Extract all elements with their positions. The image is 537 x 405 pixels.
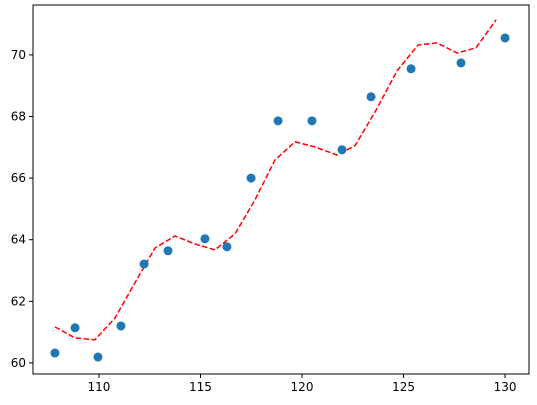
x-tick-label: 115 [189, 380, 212, 394]
point [139, 259, 149, 269]
point [456, 58, 466, 68]
point [163, 246, 173, 256]
point [307, 116, 317, 126]
line [54, 19, 497, 341]
point [273, 116, 283, 126]
y-tick-label: 64 [11, 233, 26, 247]
point [93, 352, 103, 362]
x-tick-label: 120 [291, 380, 314, 394]
point [337, 145, 347, 155]
point [50, 348, 60, 358]
point [500, 33, 510, 43]
point [70, 323, 80, 333]
x-tick-label: 110 [88, 380, 111, 394]
point [116, 321, 126, 331]
point [246, 173, 256, 183]
axes-frame [32, 4, 530, 375]
y-tick-label: 60 [11, 356, 26, 370]
point [200, 234, 210, 244]
point [366, 92, 376, 102]
y-tick-label: 68 [11, 110, 26, 124]
x-tick-label: 125 [392, 380, 415, 394]
plot-area: 110 115 120 125 130 60 62 64 66 68 70 [11, 19, 517, 394]
point [406, 64, 416, 74]
point [222, 242, 232, 252]
x-tick-label: 130 [494, 380, 517, 394]
y-tick-label: 66 [11, 171, 26, 185]
y-tick-label: 62 [11, 294, 26, 308]
y-tick-label: 70 [11, 48, 26, 62]
